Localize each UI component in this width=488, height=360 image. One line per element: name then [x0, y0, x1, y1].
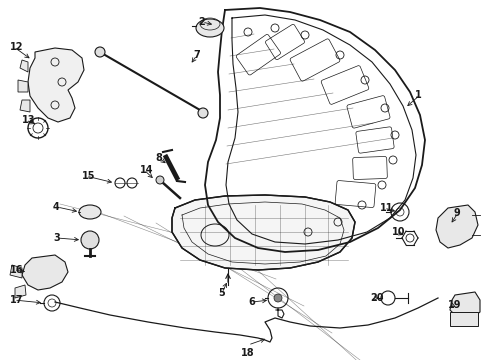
Circle shape — [156, 176, 163, 184]
Polygon shape — [449, 292, 479, 318]
Polygon shape — [20, 60, 28, 72]
Text: 10: 10 — [391, 227, 405, 237]
Text: 14: 14 — [140, 165, 153, 175]
Text: 18: 18 — [241, 348, 254, 358]
Polygon shape — [10, 265, 22, 278]
Text: 7: 7 — [193, 50, 199, 60]
Circle shape — [273, 294, 282, 302]
Text: 9: 9 — [453, 208, 460, 218]
Text: 16: 16 — [10, 265, 23, 275]
Polygon shape — [28, 48, 84, 122]
Text: 3: 3 — [53, 233, 60, 243]
Text: 11: 11 — [379, 203, 393, 213]
Text: 15: 15 — [82, 171, 95, 181]
Text: 2: 2 — [198, 17, 204, 27]
Text: 1: 1 — [414, 90, 421, 100]
Polygon shape — [18, 80, 28, 92]
Circle shape — [81, 231, 99, 249]
Text: 13: 13 — [22, 115, 36, 125]
Circle shape — [198, 108, 207, 118]
Text: 5: 5 — [218, 288, 224, 298]
Text: 4: 4 — [53, 202, 60, 212]
Ellipse shape — [196, 19, 224, 37]
Text: 8: 8 — [155, 153, 162, 163]
Ellipse shape — [79, 205, 101, 219]
Text: 12: 12 — [10, 42, 23, 52]
Polygon shape — [435, 205, 477, 248]
Polygon shape — [449, 312, 477, 326]
Text: 19: 19 — [447, 300, 461, 310]
Text: 20: 20 — [369, 293, 383, 303]
Text: 6: 6 — [247, 297, 254, 307]
Polygon shape — [15, 285, 26, 298]
Polygon shape — [20, 100, 30, 112]
Polygon shape — [22, 255, 68, 290]
Circle shape — [95, 47, 105, 57]
Polygon shape — [172, 195, 354, 270]
Text: 17: 17 — [10, 295, 23, 305]
